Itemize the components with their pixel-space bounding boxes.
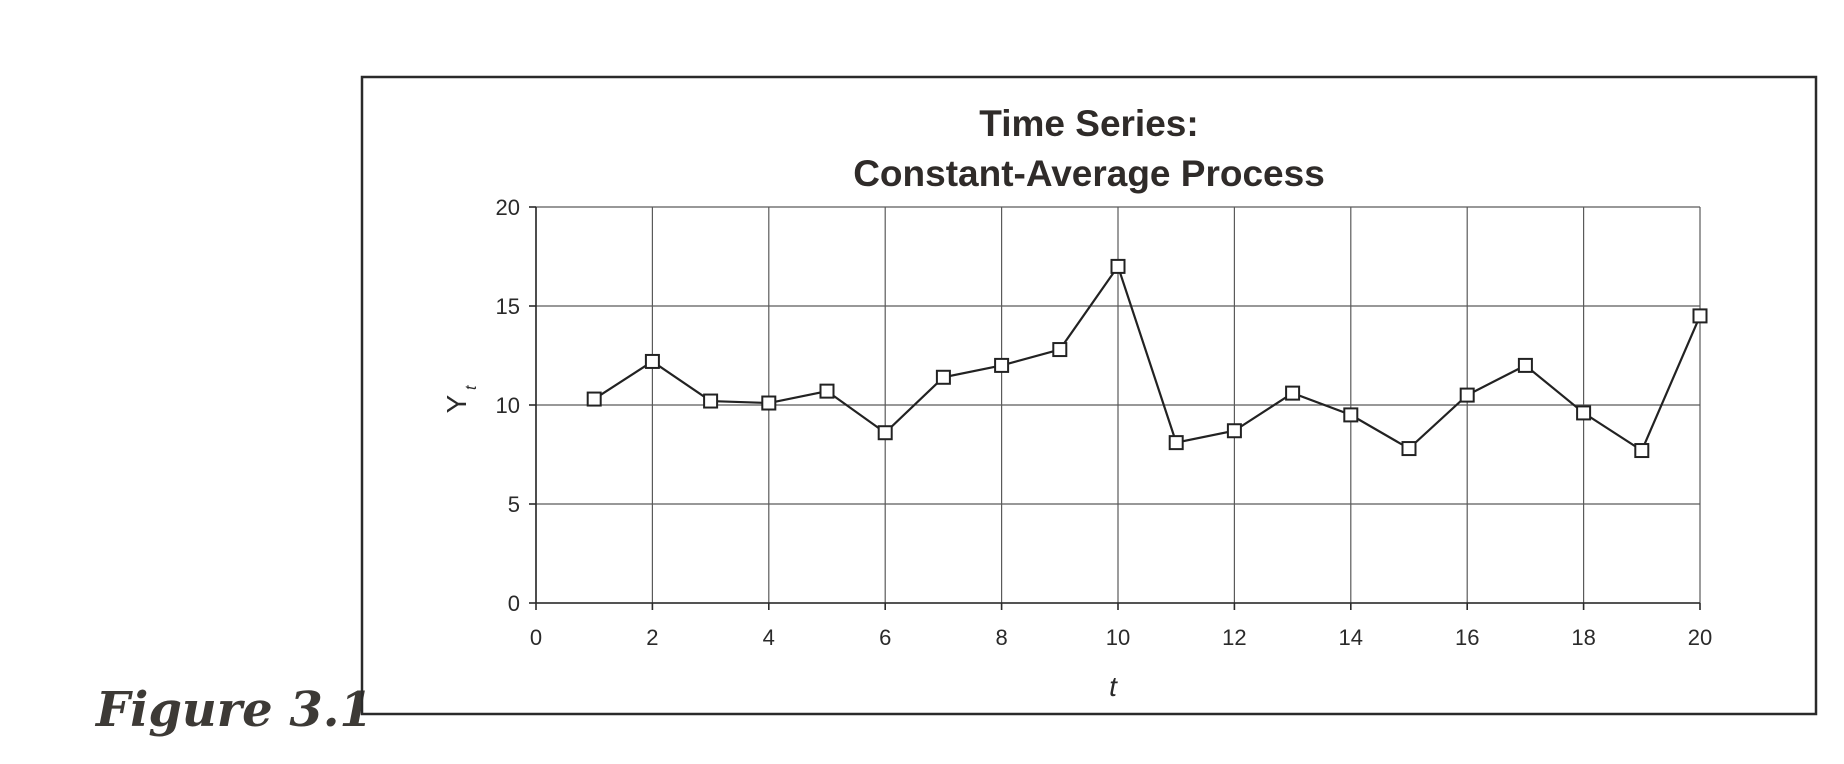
data-point-marker xyxy=(1168,435,1184,451)
figure-label: Figure 3.1 xyxy=(96,682,373,738)
data-point-marker xyxy=(1692,308,1708,324)
x-tick-label: 12 xyxy=(1222,625,1246,650)
x-tick-label: 6 xyxy=(879,625,891,650)
y-axis-label: Y xyxy=(441,394,472,413)
data-point-marker xyxy=(586,391,602,407)
data-point-marker xyxy=(1226,423,1242,439)
x-tick-label: 0 xyxy=(530,625,542,650)
y-axis-label-group: Y t xyxy=(441,385,480,413)
data-point-marker xyxy=(819,383,835,399)
data-point-marker xyxy=(703,393,719,409)
data-point-marker xyxy=(1459,387,1475,403)
data-point-marker xyxy=(1110,258,1126,274)
x-tick-label: 14 xyxy=(1339,625,1363,650)
y-tick-label: 5 xyxy=(508,492,520,517)
data-point-marker xyxy=(935,369,951,385)
x-tick-label: 8 xyxy=(995,625,1007,650)
data-point-marker xyxy=(1517,357,1533,373)
y-tick-label: 15 xyxy=(496,294,520,319)
x-tick-label: 4 xyxy=(763,625,775,650)
data-point-marker xyxy=(877,425,893,441)
data-point-marker xyxy=(1401,441,1417,457)
data-point-marker xyxy=(1052,342,1068,358)
y-tick-label: 20 xyxy=(496,195,520,220)
y-tick-label: 10 xyxy=(496,393,520,418)
series-line xyxy=(593,263,1702,453)
data-point-marker xyxy=(1634,443,1650,459)
x-tick-label: 20 xyxy=(1688,625,1712,650)
data-point-marker xyxy=(1576,405,1592,421)
chart-frame xyxy=(360,75,1818,716)
x-tick-label: 16 xyxy=(1455,625,1479,650)
y-axis-label-subscript: t xyxy=(463,385,480,390)
x-tick-label: 10 xyxy=(1106,625,1130,650)
y-tick-label: 0 xyxy=(508,591,520,616)
data-point-marker xyxy=(994,357,1010,373)
data-point-marker xyxy=(1285,385,1301,401)
data-point-marker xyxy=(644,353,660,369)
x-tick-label: 18 xyxy=(1571,625,1595,650)
x-axis-label: t xyxy=(1109,671,1118,702)
plot-area: 0 2 4 6 8 10 12 14 16 18 20 0 5 10 15 20 xyxy=(496,195,1713,650)
chart-title-line-2: Constant-Average Process xyxy=(853,153,1325,194)
x-tick-label: 2 xyxy=(646,625,658,650)
data-point-marker xyxy=(1343,407,1359,423)
chart-title-line-1: Time Series: xyxy=(979,103,1198,144)
data-point-marker xyxy=(761,395,777,411)
